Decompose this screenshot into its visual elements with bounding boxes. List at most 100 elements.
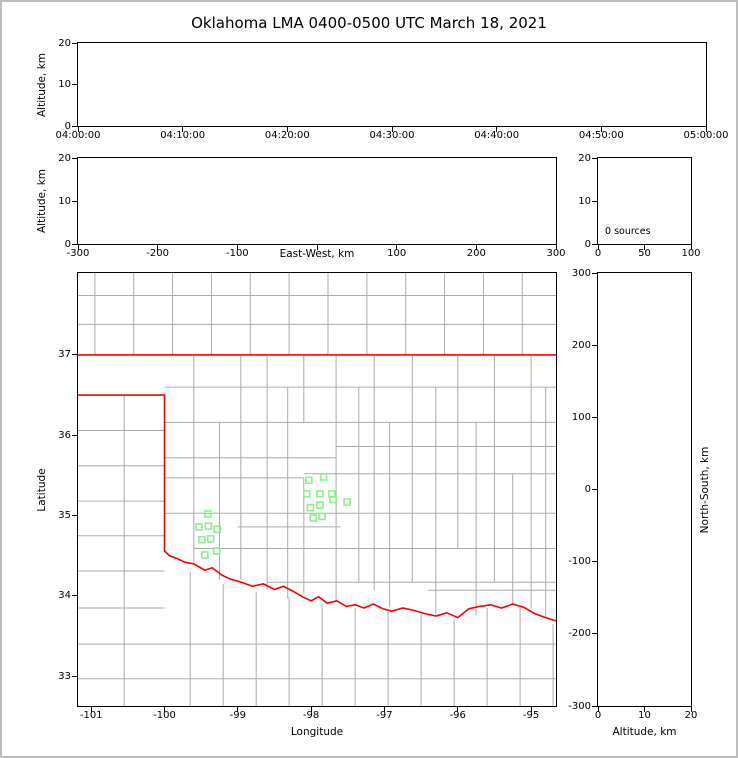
x-tick-label: -96 — [449, 710, 466, 721]
lma-station-marker — [316, 490, 324, 498]
y-tick-mark — [72, 157, 77, 159]
x-tick-mark — [164, 707, 165, 712]
x-tick-mark — [530, 707, 532, 712]
lma-station-marker — [195, 523, 203, 531]
y-tick-label: 20 — [58, 37, 71, 49]
y-tick-mark — [72, 243, 77, 245]
y-tick-label: 10 — [578, 195, 591, 207]
panel-northsouth-altitude: 0 10 20 Altitude, km -300 -200 -100 0 100 200 300 N… — [568, 268, 711, 739]
x-tick-mark — [286, 127, 288, 132]
map-canvas — [78, 273, 556, 706]
x-tick-label: 300 — [546, 248, 566, 259]
y-tick-label: 20 — [58, 152, 71, 164]
x-tick-mark — [475, 245, 477, 250]
y-tick-label: 37 — [58, 349, 71, 361]
y-tick-mark — [72, 200, 77, 202]
lma-station-marker — [206, 535, 215, 543]
x-tick-mark — [391, 127, 393, 132]
y-tick-label: -100 — [568, 556, 591, 568]
y-tick-mark — [592, 157, 597, 159]
y-tick-mark — [592, 344, 597, 346]
x-tick-mark — [310, 707, 312, 712]
x-tick-mark — [555, 245, 557, 250]
y-tick-label: 0 — [64, 238, 71, 250]
lma-station-marker — [319, 473, 328, 481]
lma-station-marker — [213, 525, 222, 534]
x-tick-mark — [690, 707, 692, 712]
x-tick-label: 04:50:00 — [578, 130, 624, 141]
x-tick-label: -99 — [229, 710, 246, 721]
x-tick-label: -100 — [225, 248, 249, 259]
lma-station-marker — [318, 512, 326, 521]
lma-station-marker — [204, 522, 213, 530]
x-tick-label: 0 — [594, 248, 602, 259]
x-tick-label: 50 — [638, 248, 651, 259]
x-tick-mark — [77, 245, 79, 250]
x-tick-label: 20 — [684, 710, 698, 721]
y-tick-label: 200 — [571, 339, 591, 351]
x-tick-label: 0 — [594, 710, 602, 721]
lma-station-marker — [212, 547, 221, 555]
y-axis-title: Latitude — [36, 467, 48, 512]
x-tick-mark — [77, 127, 79, 132]
y-tick-label: -300 — [568, 700, 591, 712]
panel-map-oklahoma: -101 -100 -99 -98 -97 -96 -95 Longitude 33 34 35 36… — [36, 272, 557, 738]
figure-title: Oklahoma LMA 0400-0500 UTC March 18, 202… — [191, 14, 547, 32]
x-tick-mark — [236, 245, 238, 250]
y-tick-mark — [72, 675, 77, 677]
x-tick-label: 04:20:00 — [264, 130, 310, 141]
y-tick-label: 35 — [58, 510, 71, 522]
x-tick-mark — [644, 707, 645, 712]
x-tick-label: 04:00:00 — [55, 130, 101, 141]
x-tick-label: -95 — [522, 710, 540, 721]
x-tick-label: -100 — [153, 710, 176, 721]
lma-station-marker — [302, 490, 311, 498]
x-tick-label: 200 — [466, 248, 486, 259]
y-tick-label: 100 — [571, 411, 591, 423]
x-tick-label: -98 — [302, 710, 320, 721]
y-tick-mark — [72, 354, 77, 356]
x-tick-mark — [496, 127, 498, 132]
y-tick-mark — [592, 489, 597, 490]
y-axis-title: North-South, km — [699, 446, 711, 533]
y-tick-label: -200 — [568, 628, 591, 640]
x-tick-label: 100 — [387, 248, 407, 259]
x-axis-title: Altitude, km — [612, 726, 677, 738]
lma-station-marker — [204, 510, 212, 518]
x-tick-mark — [157, 245, 159, 250]
x-tick-label: -200 — [146, 248, 169, 259]
x-axis-title: East-West, km — [279, 248, 355, 260]
y-tick-mark — [72, 515, 77, 517]
lma-station-marker — [201, 551, 209, 559]
y-tick-mark — [592, 633, 597, 635]
lma-station-marker — [198, 535, 206, 544]
x-tick-mark — [644, 245, 645, 250]
source-count-annotation: 0 sources — [605, 226, 651, 237]
x-tick-mark — [457, 707, 459, 712]
x-tick-mark — [600, 127, 602, 132]
lma-station-marker — [306, 503, 315, 512]
y-tick-label: 34 — [58, 590, 71, 602]
y-tick-label: 0 — [584, 484, 591, 495]
lma-station-marker — [343, 498, 351, 506]
x-axis-title: Longitude — [290, 726, 344, 738]
x-tick-mark — [705, 127, 707, 132]
y-tick-mark — [72, 84, 77, 85]
x-tick-mark — [597, 707, 599, 712]
y-tick-label: 300 — [571, 267, 591, 279]
y-tick-mark — [592, 243, 597, 245]
x-tick-label: -300 — [66, 248, 90, 259]
lma-station-marker — [305, 476, 313, 485]
y-axis-title: Altitude, km — [36, 169, 48, 234]
x-tick-label: 05:00:00 — [683, 130, 729, 141]
y-tick-label: 36 — [58, 429, 71, 441]
x-tick-mark — [316, 245, 318, 250]
x-tick-label: -101 — [79, 710, 103, 721]
panel-time-altitude: 04:00:00 04:10:00 04:20:00 04:30:00 04:40:00… — [36, 38, 728, 142]
y-tick-mark — [592, 272, 597, 274]
x-tick-label: 100 — [681, 248, 701, 259]
state-boundary — [78, 394, 556, 622]
y-tick-label: 10 — [58, 79, 71, 90]
x-tick-mark — [690, 245, 692, 250]
